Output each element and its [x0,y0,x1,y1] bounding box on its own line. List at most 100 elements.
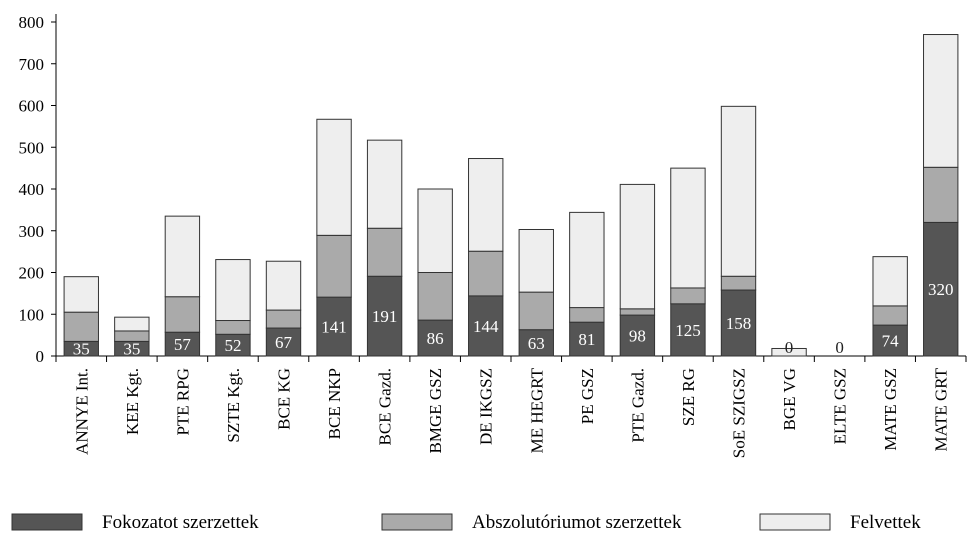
y-tick-label: 700 [19,55,45,74]
bar-segment [366,139,403,229]
y-tick-label: 0 [36,347,45,366]
bar-segment [468,158,504,252]
x-tick-label: DE IKGSZ [477,368,496,445]
bar-segment [265,260,302,311]
y-tick-label: 300 [19,222,45,241]
bar-segment [569,211,605,309]
legend-label: Abszolutóriumot szerzettek [472,512,682,533]
data-label: 86 [427,329,444,348]
legend-swatch [11,513,83,531]
bar-segment [468,295,504,357]
bar-segment [164,215,201,298]
data-label: 52 [224,336,241,355]
bar-segment [923,166,959,223]
bar-segment [872,256,908,307]
data-label: 63 [528,334,545,353]
data-label: 0 [835,338,844,357]
data-label: 0 [785,338,794,357]
x-tick-label: ME HEGRT [527,367,546,453]
x-tick-label: PTE RPG [173,368,192,436]
data-label: 141 [321,318,347,337]
bars [63,34,959,357]
bar-segment [215,320,251,335]
x-tick-label: BCE KG [275,368,294,430]
x-tick-label: ELTE GSZ [831,368,850,444]
bar-segment [670,287,706,305]
bar-segment [872,324,908,357]
data-label: 35 [123,340,140,359]
data-label: 158 [726,314,752,333]
x-tick-label: ANNYE Int. [72,368,91,455]
bar-segment [670,303,706,357]
data-label: 320 [928,280,954,299]
bar-segment [771,347,807,357]
data-label: 81 [578,330,595,349]
legend-swatch [381,513,453,531]
bar-segment [114,316,150,332]
bar-segment [366,275,403,357]
x-tick-label: SoE SZIGSZ [730,368,749,458]
bar-segment [872,305,908,326]
bar-segment [670,167,706,289]
legend-label: Felvettek [850,512,921,533]
legend-swatch [759,513,831,531]
x-tick-label: PTE Gazd. [628,368,647,443]
y-tick-label: 200 [19,264,45,283]
bar-segment [316,296,352,357]
bar-segment [164,296,201,333]
y-tick-label: 100 [19,305,45,324]
bar-segment [923,221,959,357]
y-tick-label: 600 [19,97,45,116]
data-label: 74 [882,332,900,351]
bar-segment [619,314,656,357]
bar-segment [316,234,352,298]
y-tick-label: 500 [19,138,45,157]
bar-segment [569,321,605,357]
x-tick-label: SZTE Kgt. [224,368,243,443]
bar-segment [720,105,757,277]
bar-segment [720,275,757,291]
data-label: 191 [372,307,398,326]
bar-segment [619,308,656,316]
x-tick-label: BMGE GSZ [426,368,445,453]
bar-segment [417,272,453,321]
bar-segment [215,259,251,322]
data-label: 57 [174,335,192,354]
data-label: 35 [73,340,90,359]
y-tick-label: 400 [19,180,45,199]
x-tick-label: BCE Gazd. [376,368,395,445]
bar-segment [265,309,302,329]
x-tick-label: SZE RG [679,368,698,426]
x-tick-label: MATE GSZ [881,368,900,451]
y-tick-label: 800 [19,13,45,32]
data-label: 144 [473,317,499,336]
x-tick-label: KEE Kgt. [123,368,142,435]
bar-segment [619,183,656,310]
data-label: 67 [275,333,293,352]
bar-segment [468,250,504,297]
bar-segment [417,188,453,273]
bar-segment [518,291,554,331]
data-labels: 35 35 57 52 67 141 191 86 144 63 81 98 125 158 0 0 74 320 [73,280,954,358]
data-label: 125 [675,321,701,340]
bar-segment [316,118,352,236]
x-tick-label: BCE NKP [325,368,344,439]
x-tick-label: BGE VG [780,368,799,431]
bar-segment [569,307,605,323]
bar-segment [720,289,757,357]
bar-segment [417,319,453,357]
bar-segment [518,329,554,357]
bar-segment [923,34,959,168]
bar-segment [366,227,403,277]
axes: 0 100 200 300 400 500 600 700 800 [19,13,967,366]
bar-segment [63,276,99,313]
x-tick-label: MATE GRT [932,367,951,451]
x-tick-label: PE GSZ [578,368,597,424]
legend-label: Fokozatot szerzettek [102,512,259,533]
bar-segment [518,228,554,293]
bar-segment [63,311,99,342]
x-axis-labels: ANNYE Int. KEE Kgt. PTE RPG SZTE Kgt. BCE KG… [72,367,950,458]
data-label: 98 [629,327,646,346]
legend: Fokozatot szerzettek Abszolutóriumot szer… [11,512,921,533]
